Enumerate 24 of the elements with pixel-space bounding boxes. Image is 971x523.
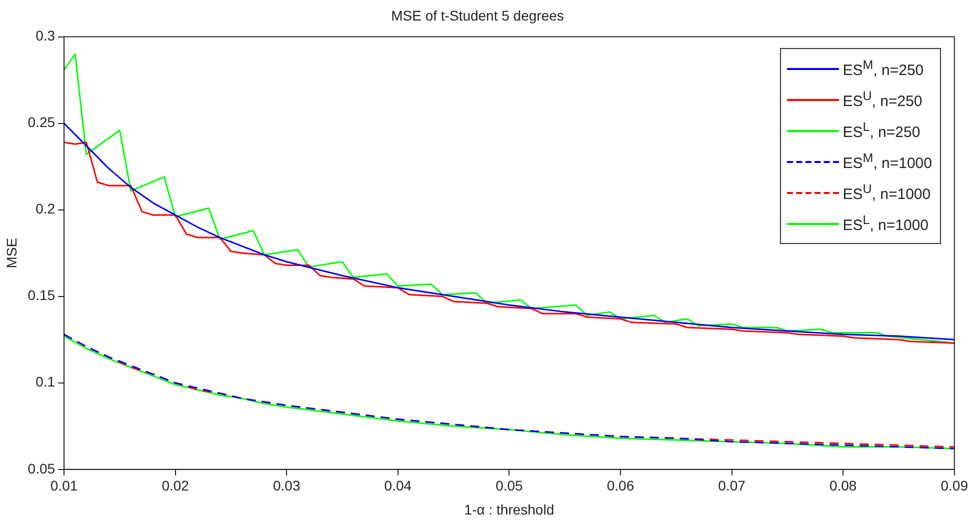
- legend-label: ES$^{M}$, n=1000: [842, 151, 932, 172]
- x-axis-title: 1-α : threshold: [464, 501, 554, 518]
- x-tick-label: 0.07: [718, 478, 746, 494]
- y-tick-label: 0.2: [36, 200, 56, 217]
- x-tick-label: 0.03: [273, 478, 300, 494]
- chart-title: MSE of t-Student 5 degrees: [391, 7, 564, 24]
- y-tick-label: 0.05: [28, 460, 56, 476]
- y-tick-label: 0.15: [28, 287, 56, 304]
- x-tick-label: 0.04: [384, 478, 412, 494]
- legend-label: ES$^{L}$, n=1000: [842, 213, 929, 234]
- y-tick-label: 0.1: [36, 374, 56, 390]
- legend-label: ES$^{L}$, n=250: [842, 120, 920, 141]
- x-tick-label: 0.01: [50, 478, 78, 494]
- y-axis-title: MSE: [3, 238, 20, 268]
- legend-label: ES$^{U}$, n=250: [842, 89, 922, 110]
- legend-label: ES$^{U}$, n=1000: [842, 182, 931, 203]
- x-tick-label: 0.06: [606, 478, 634, 494]
- x-tick-label: 0.08: [829, 478, 857, 494]
- x-tick-label: 0.02: [162, 478, 190, 494]
- legend-label: ES$^{M}$, n=250: [842, 58, 924, 79]
- x-tick-label: 0.09: [940, 478, 968, 494]
- y-tick-label: 0.3: [36, 28, 56, 44]
- x-tick-label: 0.05: [496, 478, 524, 494]
- y-tick-label: 0.25: [28, 114, 56, 130]
